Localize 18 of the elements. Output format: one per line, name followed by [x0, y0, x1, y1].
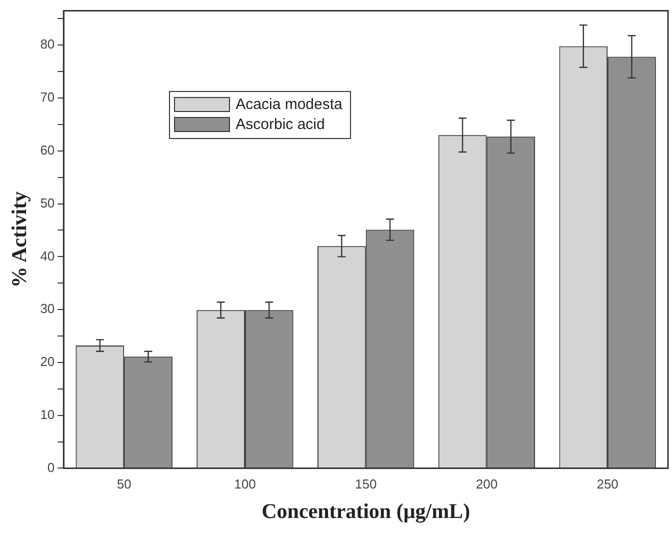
- y-tick-label: 40: [40, 248, 55, 264]
- x-axis-title: Concentration (μg/mL): [262, 498, 470, 523]
- x-tick-label: 200: [476, 476, 498, 492]
- legend-label: Ascorbic acid: [236, 116, 325, 134]
- y-tick-label: 70: [40, 90, 55, 105]
- x-tick-label: 250: [596, 476, 618, 492]
- y-tick-label: 30: [40, 301, 55, 316]
- y-tick-label: 0: [47, 460, 55, 475]
- x-tick-label: 50: [116, 476, 132, 492]
- x-tick-label: 100: [234, 476, 256, 492]
- y-tick-label: 80: [40, 36, 55, 52]
- legend-label: Acacia modesta: [236, 96, 342, 114]
- y-tick-label: 50: [40, 195, 55, 210]
- y-tick-label: 60: [40, 142, 55, 158]
- y-tick-label: 10: [40, 406, 55, 422]
- x-tick-label: 150: [354, 476, 377, 492]
- y-tick-label: 20: [40, 354, 55, 370]
- y-axis-title: % Activity: [7, 190, 32, 288]
